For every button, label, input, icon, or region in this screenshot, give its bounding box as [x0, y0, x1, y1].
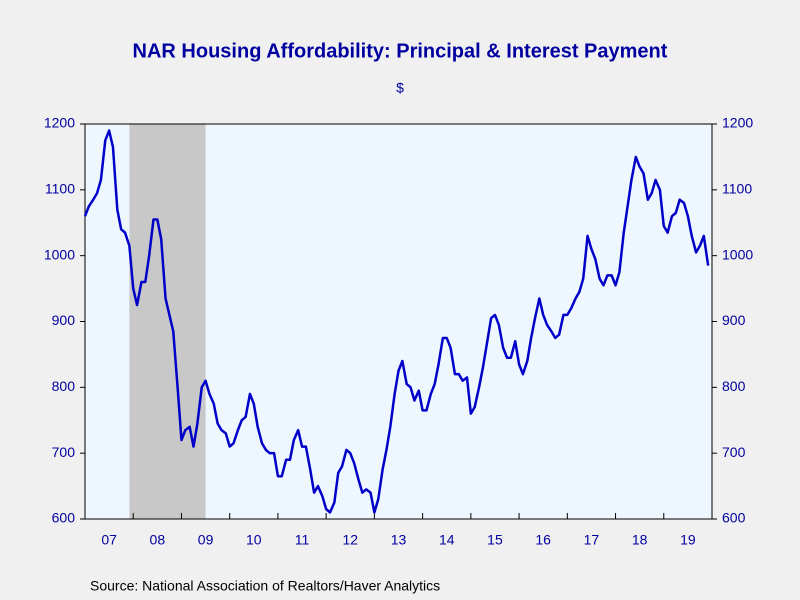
y-tick-label: 600: [52, 510, 76, 526]
x-tick-label: 11: [295, 532, 310, 548]
chart-title: NAR Housing Affordability: Principal & I…: [133, 40, 668, 62]
y-tick-label: 700: [52, 444, 76, 460]
x-tick-label: 10: [246, 532, 262, 548]
x-tick-label: 07: [101, 532, 117, 548]
source: Source: National Association of Realtors…: [90, 578, 440, 594]
chart-subtitle: $: [396, 80, 404, 96]
y2-tick-label: 900: [722, 312, 746, 328]
y2-tick-label: 700: [722, 444, 746, 460]
x-tick-label: 09: [198, 532, 214, 548]
y2-tick-label: 1200: [722, 115, 753, 131]
y-tick-label: 800: [52, 378, 76, 394]
y-tick-label: 1100: [45, 181, 75, 197]
y2-tick-label: 800: [722, 378, 746, 394]
recession-shade: [129, 124, 206, 519]
x-tick-label: 13: [391, 532, 407, 548]
x-tick-label: 14: [439, 532, 455, 548]
y-tick-label: 900: [52, 312, 76, 328]
y2-tick-label: 600: [722, 510, 746, 526]
data-line: [83, 129, 710, 514]
x-tick-label: 15: [487, 532, 503, 548]
y2-tick-label: 1000: [722, 246, 753, 262]
y-tick-label: 1000: [44, 246, 75, 262]
x-tick-label: 16: [535, 532, 551, 548]
x-tick-label: 19: [680, 532, 696, 548]
y-tick-label: 1200: [44, 115, 75, 131]
x-tick-label: 12: [342, 532, 358, 548]
x-tick-label: 08: [150, 532, 166, 548]
x-tick-label: 18: [632, 532, 648, 548]
x-tick-label: 17: [584, 532, 600, 548]
y2-tick-label: 1100: [722, 181, 752, 197]
